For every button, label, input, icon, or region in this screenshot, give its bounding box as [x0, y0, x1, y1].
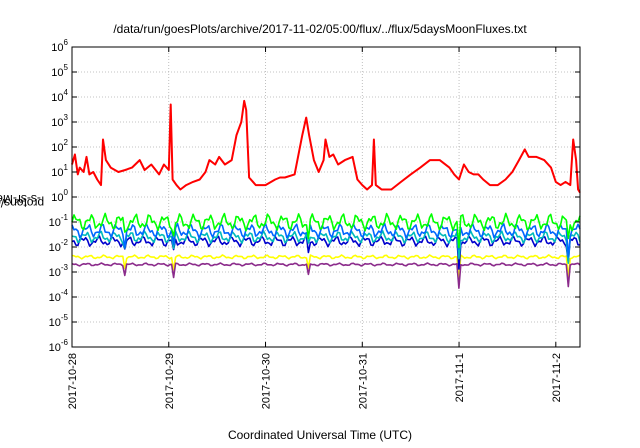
y-tick-label: 102: [51, 138, 68, 154]
series-lines: [71, 99, 581, 289]
y-tick-label: 106: [51, 38, 68, 54]
series-line: [71, 99, 581, 194]
y-tick-label: 100: [51, 188, 68, 204]
y-tick-label: 10-6: [49, 338, 69, 354]
series-line: [71, 262, 581, 289]
y-ticks: 10-6 10-5 10-4 10-3 10-2 10-1 100 101 102 103 104 1…: [49, 38, 580, 354]
series-line: [71, 235, 581, 270]
series-line: [71, 212, 581, 249]
grid-lines: [72, 47, 580, 347]
y-tick-label: 10-2: [49, 238, 69, 254]
series-line: [71, 222, 581, 258]
x-tick-label: 2017-10-30: [261, 353, 273, 409]
y-tick-label: 103: [51, 113, 68, 129]
y-tick-label: 10-5: [49, 313, 69, 329]
x-tick-label: 2017-10-29: [164, 353, 176, 409]
y-tick-label: 10-3: [49, 263, 69, 279]
chart-title: /data/run/goesPlots/archive/2017-11-02/0…: [113, 22, 527, 36]
series-line: [71, 230, 581, 264]
x-tick-label: 2017-11-2: [551, 353, 563, 402]
y-tick-label: 104: [51, 88, 68, 104]
plot-frame: [71, 46, 581, 348]
y-tick-label: 10-4: [49, 288, 69, 304]
x-ticks: 2017-10-28 2017-10-29 2017-10-30 2017-10-31…: [67, 47, 563, 409]
x-tick-label: 2017-10-31: [357, 353, 369, 409]
x-axis-label: Coordinated Universal Time (UTC): [227, 428, 413, 442]
y-tick-label: 10-1: [49, 213, 69, 229]
y-tick-label: 101: [51, 163, 68, 179]
x-tick-label: 2017-10-28: [67, 353, 79, 409]
y-tick-label: 105: [51, 63, 68, 79]
series-line: [71, 254, 581, 283]
x-tick-label: 2017-11-1: [454, 353, 466, 402]
